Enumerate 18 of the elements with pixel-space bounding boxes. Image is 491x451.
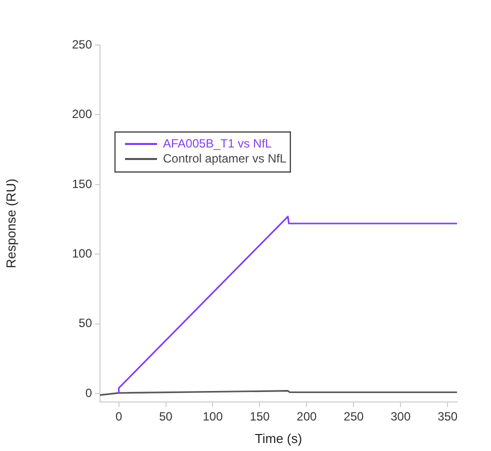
y-tick-label: 50 — [78, 316, 92, 330]
x-tick-label: 100 — [202, 410, 224, 424]
y-tick-label: 100 — [72, 246, 92, 260]
y-tick-label: 0 — [85, 386, 92, 400]
legend-label: AFA005B_T1 vs NfL — [163, 136, 272, 150]
x-axis-title: Time (s) — [254, 430, 302, 446]
y-tick-label: 150 — [72, 176, 92, 191]
y-tick-label: 250 — [72, 37, 92, 52]
y-axis-title: Response (RU) — [3, 178, 18, 268]
legend-label: Control aptamer vs NfL — [163, 151, 287, 166]
x-tick-label: 250 — [344, 410, 364, 424]
y-tick-label: 200 — [72, 107, 92, 122]
x-tick-label: 350 — [438, 410, 458, 424]
x-tick-label: 50 — [159, 410, 173, 424]
x-tick-label: 0 — [115, 410, 122, 424]
x-tick-label: 300 — [390, 410, 411, 424]
x-tick-label: 200 — [296, 410, 318, 424]
x-tick-label: 150 — [250, 410, 270, 424]
